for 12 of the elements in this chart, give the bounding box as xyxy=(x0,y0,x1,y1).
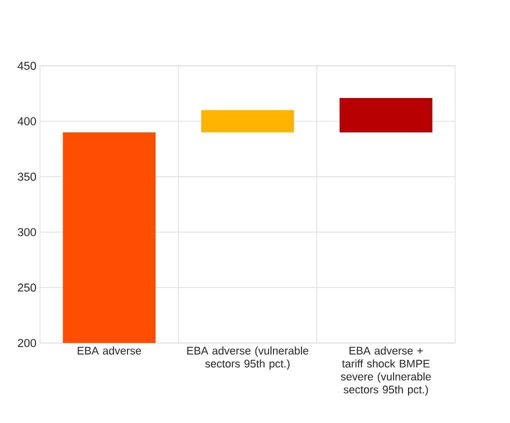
bar xyxy=(201,110,294,132)
x-tick-label: EBA adverse xyxy=(78,346,141,355)
y-tick-label: 450 xyxy=(18,62,36,70)
y-tick-label: 300 xyxy=(18,228,36,236)
bar xyxy=(62,132,156,343)
y-tick-label: 200 xyxy=(18,338,36,348)
x-tick-label: EBA adverse (vulnerable sectors 95th pct.) xyxy=(187,346,308,370)
y-tick-label: 250 xyxy=(18,284,36,292)
y-tick-label: 350 xyxy=(18,172,36,181)
x-tick-label: EBA adverse + tariff shock BMPE severe (vulnerable sectors 95th pct.) xyxy=(340,346,431,396)
bar xyxy=(340,98,432,132)
y-tick-label: 400 xyxy=(18,117,36,126)
